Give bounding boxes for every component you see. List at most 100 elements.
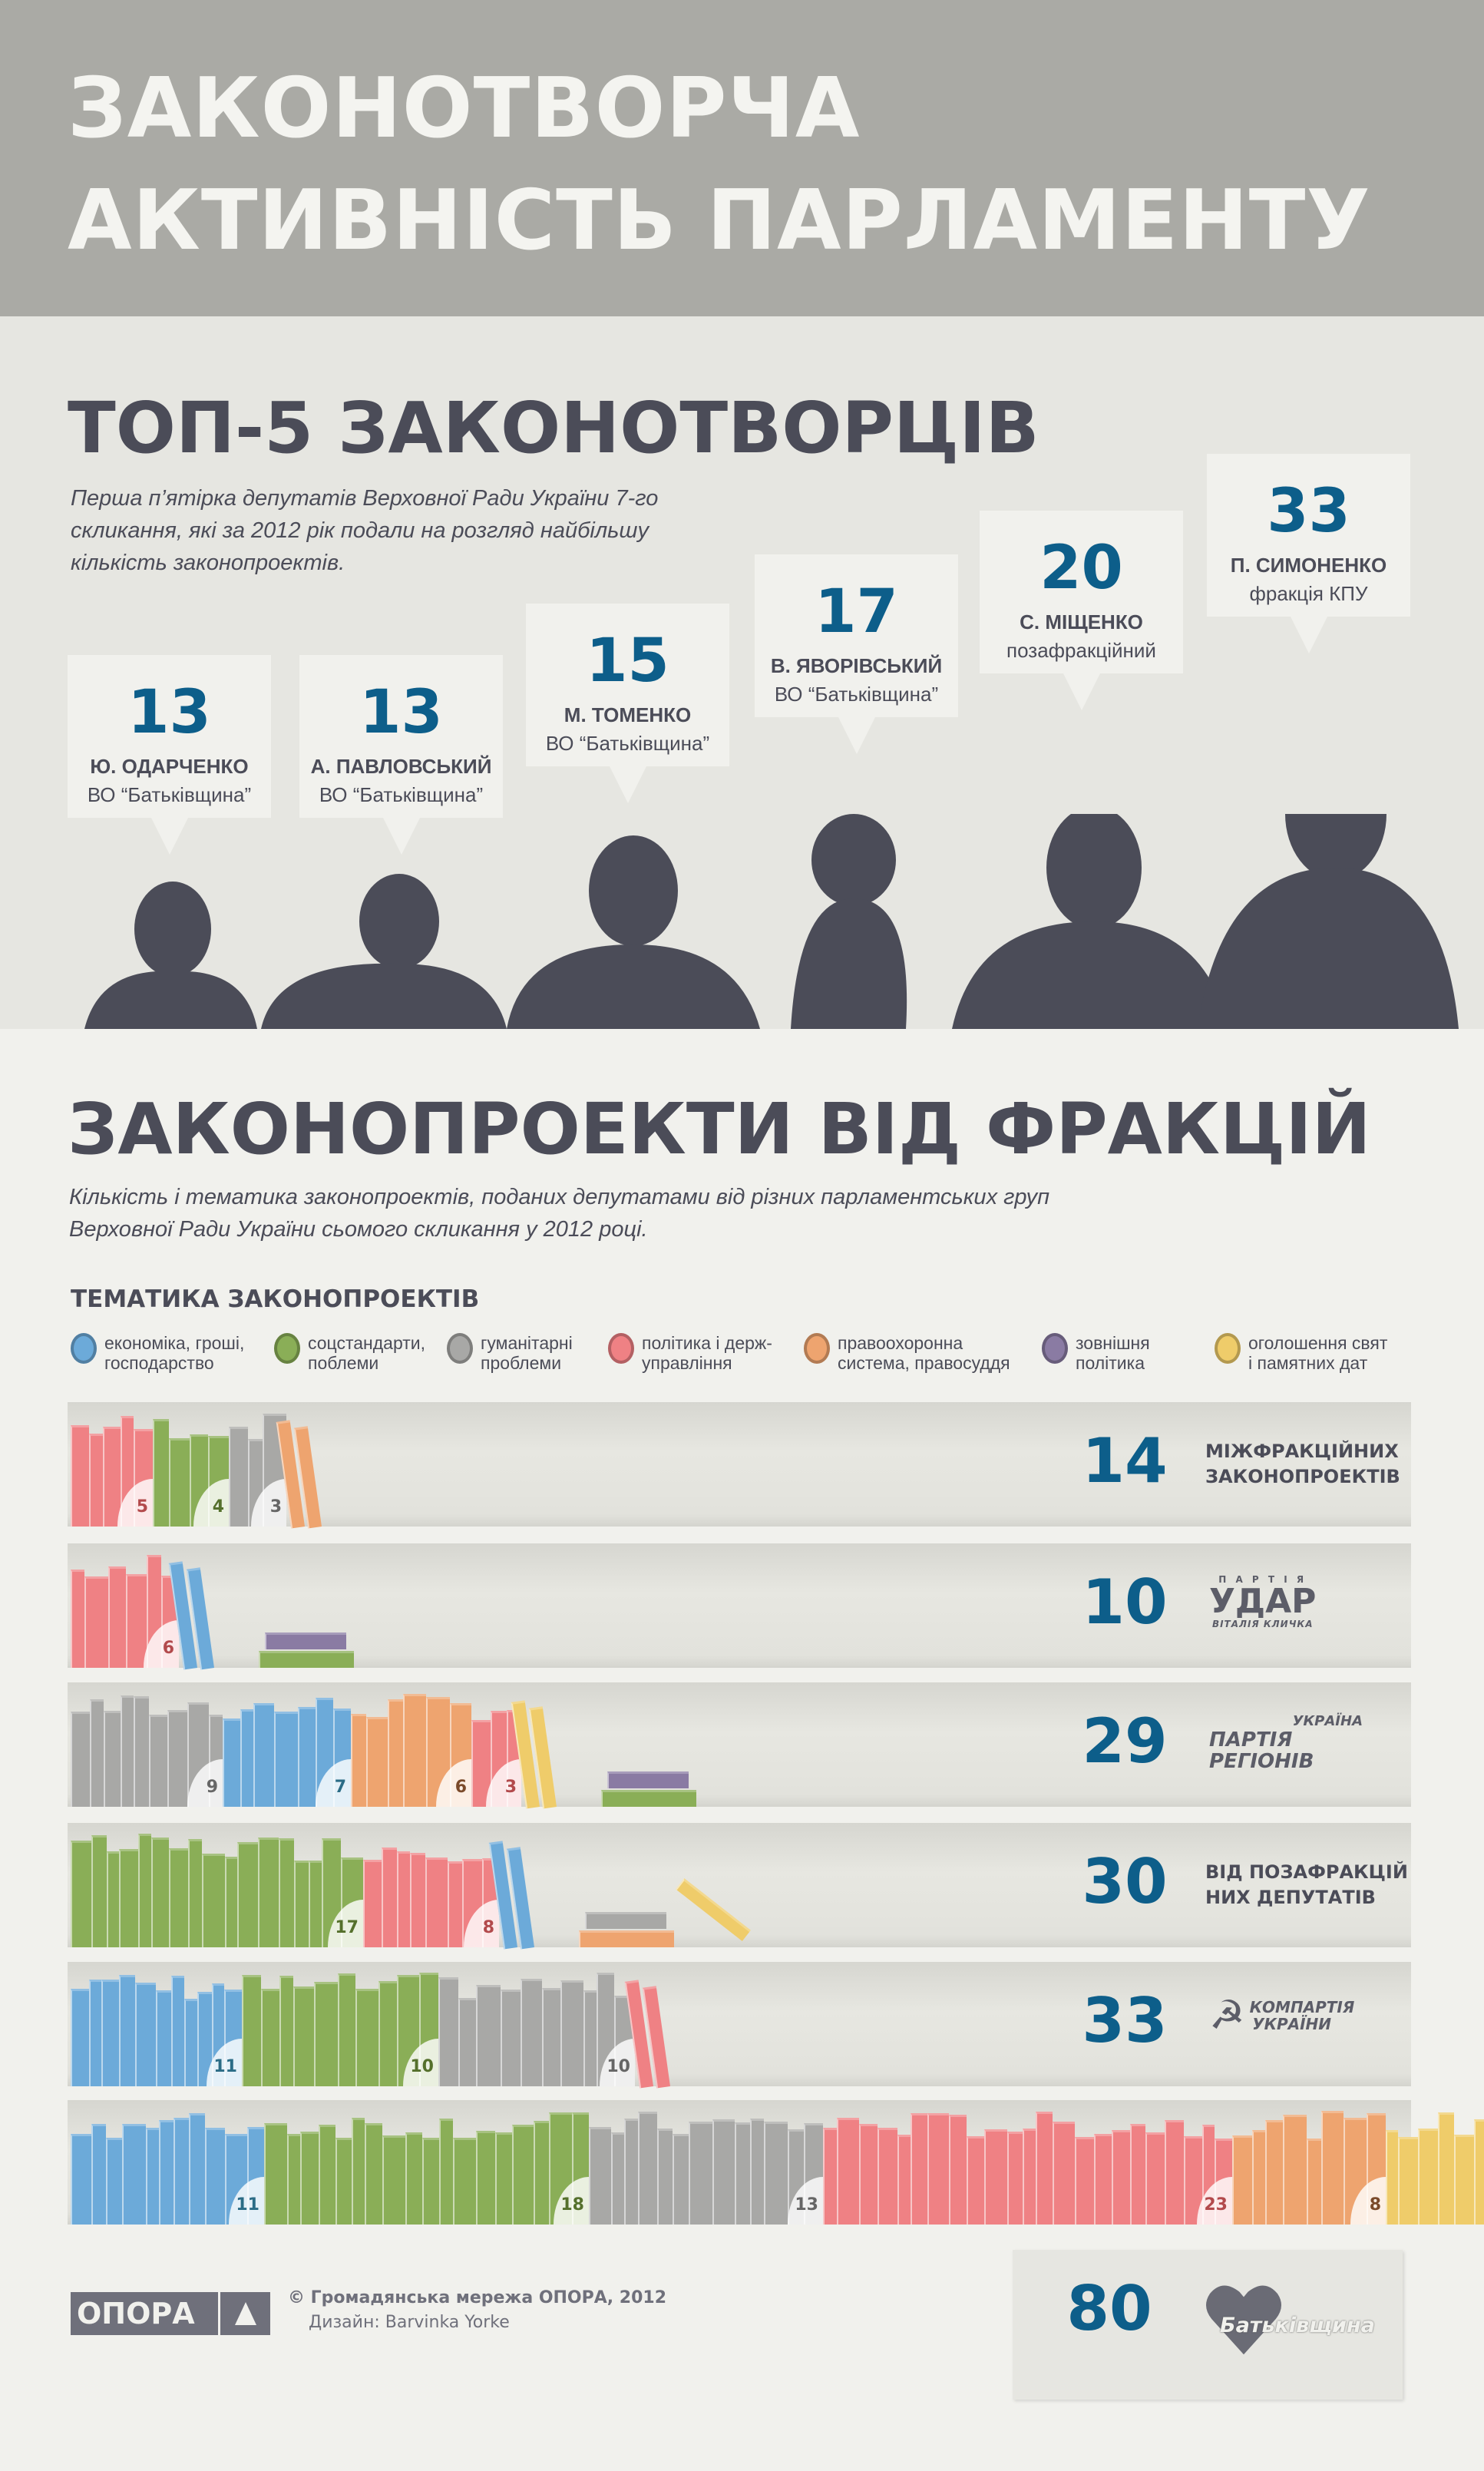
legend-item-blue: економіка, гроші, господарство xyxy=(71,1333,244,1373)
deputy-photo-pavlovskyi xyxy=(261,874,507,1029)
legend-dot-icon xyxy=(1215,1333,1241,1364)
book-blue xyxy=(189,2113,205,2225)
factions-subtitle: Кількість і тематика законопроектів, под… xyxy=(69,1181,1049,1245)
book-grey xyxy=(149,1715,167,1807)
book-grey xyxy=(71,1712,90,1807)
book-grey xyxy=(657,2129,673,2225)
book-red xyxy=(126,1574,147,1668)
topic-count-label: 23 xyxy=(1197,2177,1232,2225)
book-green xyxy=(279,1976,293,2086)
book-blue xyxy=(91,2124,106,2225)
book-blue xyxy=(197,1992,212,2086)
book-blue xyxy=(159,2120,174,2225)
legend-item-orange: правоохоронна система, правосуддя xyxy=(804,1333,1010,1373)
deputy-faction: ВО “Батьківщина” xyxy=(319,783,484,806)
book-grey xyxy=(134,1696,149,1807)
book-red xyxy=(363,1860,382,1947)
book-orange xyxy=(388,1699,403,1807)
legend-item-yellow: оголошення свят і памятних дат xyxy=(1215,1333,1387,1373)
book-yellow xyxy=(1454,2135,1474,2225)
book-blue xyxy=(223,1718,240,1807)
subtitle-line: кількість законопроектів. xyxy=(71,551,345,575)
logo-main-text: КОМПАРТІЯ УКРАЇНИ xyxy=(1249,1998,1355,2033)
deputy-card: 17 В. ЯВОРІВСЬКИЙ ВО “Батьківщина” xyxy=(755,554,958,754)
logo-top-text: П А Р Т І Я xyxy=(1218,1574,1307,1585)
subtitle-line: Верховної Ради України сьомого скликання… xyxy=(69,1217,648,1242)
book-grey xyxy=(750,2119,764,2225)
faction-label-line: НИХ ДЕПУТАТІВ xyxy=(1205,1887,1376,1908)
faction-label-line: МІЖФРАКЦІЙНИХ xyxy=(1205,1441,1399,1462)
faction-shelf: 11 10 10 xyxy=(68,1962,1411,2089)
logo-top-text: УКРАЇНА xyxy=(1292,1713,1363,1729)
book-green xyxy=(107,1851,119,1947)
book-red xyxy=(410,1853,425,1947)
legend-label-line: управління xyxy=(642,1353,732,1373)
book-red xyxy=(108,1566,126,1668)
page-title-line2: АКТИВНІСТЬ ПАРЛАМЕНТУ xyxy=(68,173,1371,269)
book-red xyxy=(397,1851,410,1947)
logo-main-text: Батьківщина xyxy=(1220,2314,1375,2337)
legend-label-line: політика і держ- xyxy=(642,1333,772,1353)
faction-total: 33 xyxy=(1082,1985,1168,2056)
book-green xyxy=(534,2121,549,2225)
topic-legend: економіка, гроші, господарство соцстандарт… xyxy=(71,1333,1453,1379)
logo-main-text: УДАР xyxy=(1209,1582,1317,1621)
book-red xyxy=(448,1861,462,1947)
book-green xyxy=(314,1982,338,2086)
top5-subtitle: Перша п’ятірка депутатів Верховної Ради … xyxy=(71,482,658,579)
book-grey xyxy=(589,2127,611,2225)
book-green xyxy=(119,1849,138,1947)
book-grey xyxy=(501,1990,521,2086)
book-green xyxy=(319,2125,335,2225)
book-green xyxy=(153,1419,169,1527)
legend-dot-icon xyxy=(71,1333,97,1364)
book-yellow xyxy=(1474,2119,1484,2225)
deputy-name: А. ПАВЛОВСЬКИЙ xyxy=(310,755,492,778)
deputy-bill-count: 20 xyxy=(1039,534,1123,603)
book-green xyxy=(355,1989,378,2086)
book-green xyxy=(71,1841,91,1947)
book-grey xyxy=(476,1985,501,2086)
book-green xyxy=(261,1989,279,2086)
legend-item-red: політика і держ-управління xyxy=(608,1333,772,1373)
legend-title: ТЕМАТИКА ЗАКОНОПРОЕКТІВ xyxy=(71,1285,480,1313)
page-title-line1: ЗАКОНОТВОРЧА xyxy=(68,61,861,157)
book-yellow xyxy=(1418,2129,1438,2225)
legend-label: правоохоронна система, правосуддя xyxy=(838,1333,1010,1373)
book-red xyxy=(897,2135,911,2225)
book-blue xyxy=(89,1980,101,2086)
book-green xyxy=(309,1861,322,1947)
book-green xyxy=(335,2138,352,2225)
faction-label-line: ВІД ПОЗАФРАКЦІЙ xyxy=(1205,1861,1408,1883)
faction-label-line: ЗАКОНОПРОЕКТІВ xyxy=(1205,1466,1400,1487)
book-red xyxy=(1145,2132,1165,2225)
subtitle-line: Перша п’ятірка депутатів Верховної Ради … xyxy=(71,486,659,511)
book-grey xyxy=(735,2122,750,2225)
legend-label: оголошення свят і памятних дат xyxy=(1248,1333,1387,1373)
faction-total: 30 xyxy=(1082,1846,1168,1917)
book-green xyxy=(287,2134,300,2225)
batkivshchyna-total-box xyxy=(1013,2250,1403,2400)
legend-label-line: політика xyxy=(1076,1353,1145,1373)
deputy-photo-mishchenko xyxy=(952,814,1228,1029)
deputy-name: В. ЯВОРІВСЬКИЙ xyxy=(770,654,943,677)
book-red xyxy=(1075,2137,1094,2225)
faction-label: МІЖФРАКЦІЙНИХ ЗАКОНОПРОЕКТІВ xyxy=(1205,1439,1400,1490)
book-blue xyxy=(156,1990,171,2086)
book-red xyxy=(103,1427,121,1527)
legend-label-line: правоохоронна xyxy=(838,1333,963,1353)
header-banner: ЗАКОНОТВОРЧА АКТИВНІСТЬ ПАРЛАМЕНТУ xyxy=(0,0,1484,316)
deputy-faction: ВО “Батьківщина” xyxy=(87,783,252,806)
book-green xyxy=(293,1986,314,2086)
legend-label: політика і держ-управління xyxy=(642,1333,772,1373)
book-blue xyxy=(101,1980,119,2086)
book-orange xyxy=(1252,2130,1265,2225)
lying-book-purple xyxy=(607,1771,689,1788)
deputy-name: Ю. ОДАРЧЕНКО xyxy=(90,755,249,778)
legend-label: економіка, гроші, господарство xyxy=(104,1333,244,1373)
legend-dot-icon xyxy=(274,1333,300,1364)
book-blue xyxy=(240,1709,253,1807)
legend-label-line: економіка, гроші, xyxy=(104,1333,245,1353)
faction-total: 80 xyxy=(1066,2273,1152,2344)
